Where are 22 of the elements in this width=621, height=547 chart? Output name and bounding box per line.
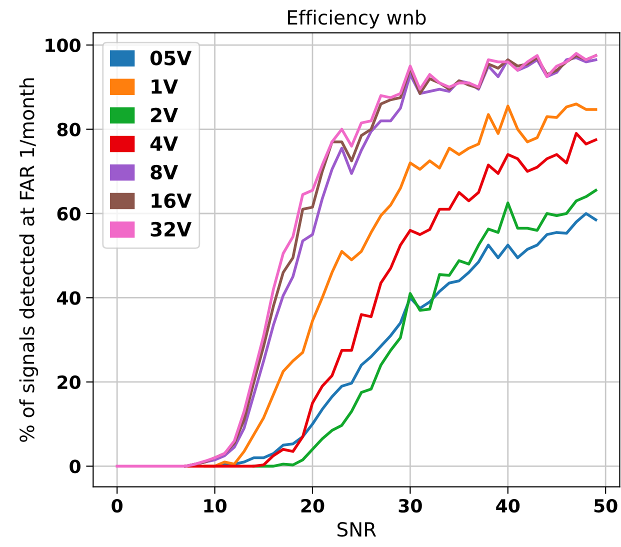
x-tick-label: 30 — [398, 498, 422, 513]
y-axis-title: % of signals detected at FAR 1/month — [19, 78, 38, 442]
x-tick-label: 0 — [112, 498, 123, 513]
y-tick-label: 40 — [57, 291, 80, 305]
chart-title: Efficiency wnb — [288, 10, 426, 29]
y-tick-label: 80 — [57, 122, 80, 136]
legend-label: 1V — [152, 79, 178, 94]
x-tick-label: 20 — [301, 498, 324, 513]
x-tick-label: 40 — [496, 498, 520, 513]
y-tick-label: 0 — [70, 460, 80, 474]
x-tick-label: 10 — [204, 498, 226, 513]
y-tick-label: 60 — [57, 206, 80, 221]
legend-label: 2V — [151, 108, 178, 122]
y-tick-label: 20 — [58, 375, 80, 390]
x-tick-label: 50 — [594, 498, 618, 513]
legend-label: 05V — [150, 50, 192, 66]
legend-label: 32V — [150, 222, 192, 237]
x-axis-title: SNR — [338, 522, 376, 537]
legend-label: 8V — [150, 164, 178, 180]
legend-label: 4V — [150, 136, 178, 151]
y-tick-label: 100 — [46, 38, 80, 52]
legend-label: 16V — [152, 193, 192, 208]
